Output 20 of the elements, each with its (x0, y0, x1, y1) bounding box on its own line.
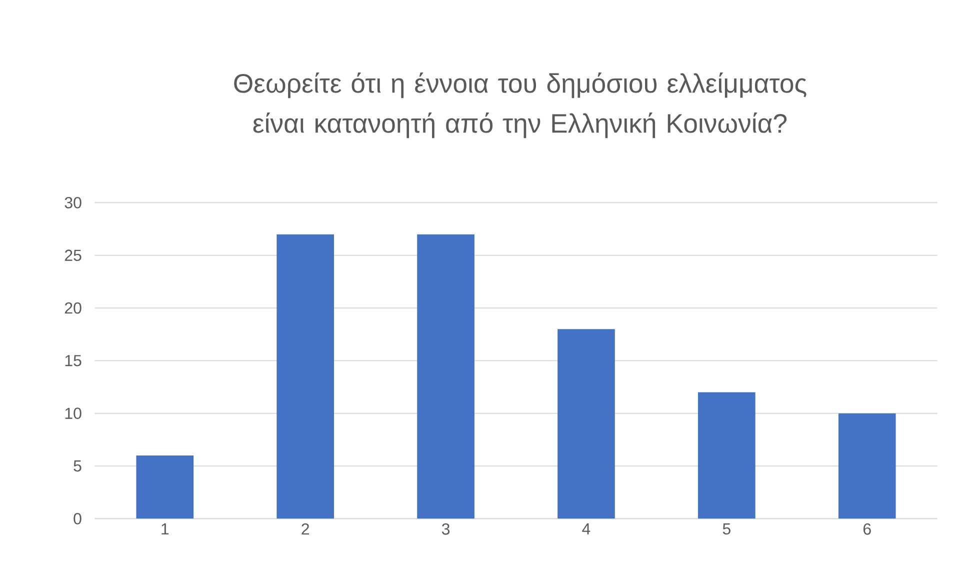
y-tick-label: 20 (64, 302, 82, 314)
bar (136, 455, 194, 519)
bar (698, 392, 756, 519)
bar (558, 329, 615, 519)
x-tick-label: 1 (162, 523, 169, 534)
y-tick-label: 25 (64, 250, 82, 261)
y-tick-label: 15 (65, 355, 82, 366)
bar (838, 413, 896, 519)
bar (276, 234, 334, 519)
y-tick-label: 30 (64, 197, 82, 208)
y-tick-label: 0 (74, 513, 82, 524)
y-tick-label: 5 (74, 460, 82, 472)
x-tick-label: 4 (582, 523, 590, 534)
x-tick-label: 3 (442, 523, 450, 535)
x-tick-label: 6 (863, 523, 871, 535)
bar (417, 234, 474, 519)
x-tick-label: 5 (722, 523, 730, 535)
y-tick-label: 10 (65, 408, 82, 419)
x-tick-label: 2 (302, 523, 309, 535)
chart-title: Θεωρείτε ότι η έννοια του δημόσιου ελλείμματος είναι κατανοητή από την Ελληνική Κοινωνία? (234, 72, 806, 138)
